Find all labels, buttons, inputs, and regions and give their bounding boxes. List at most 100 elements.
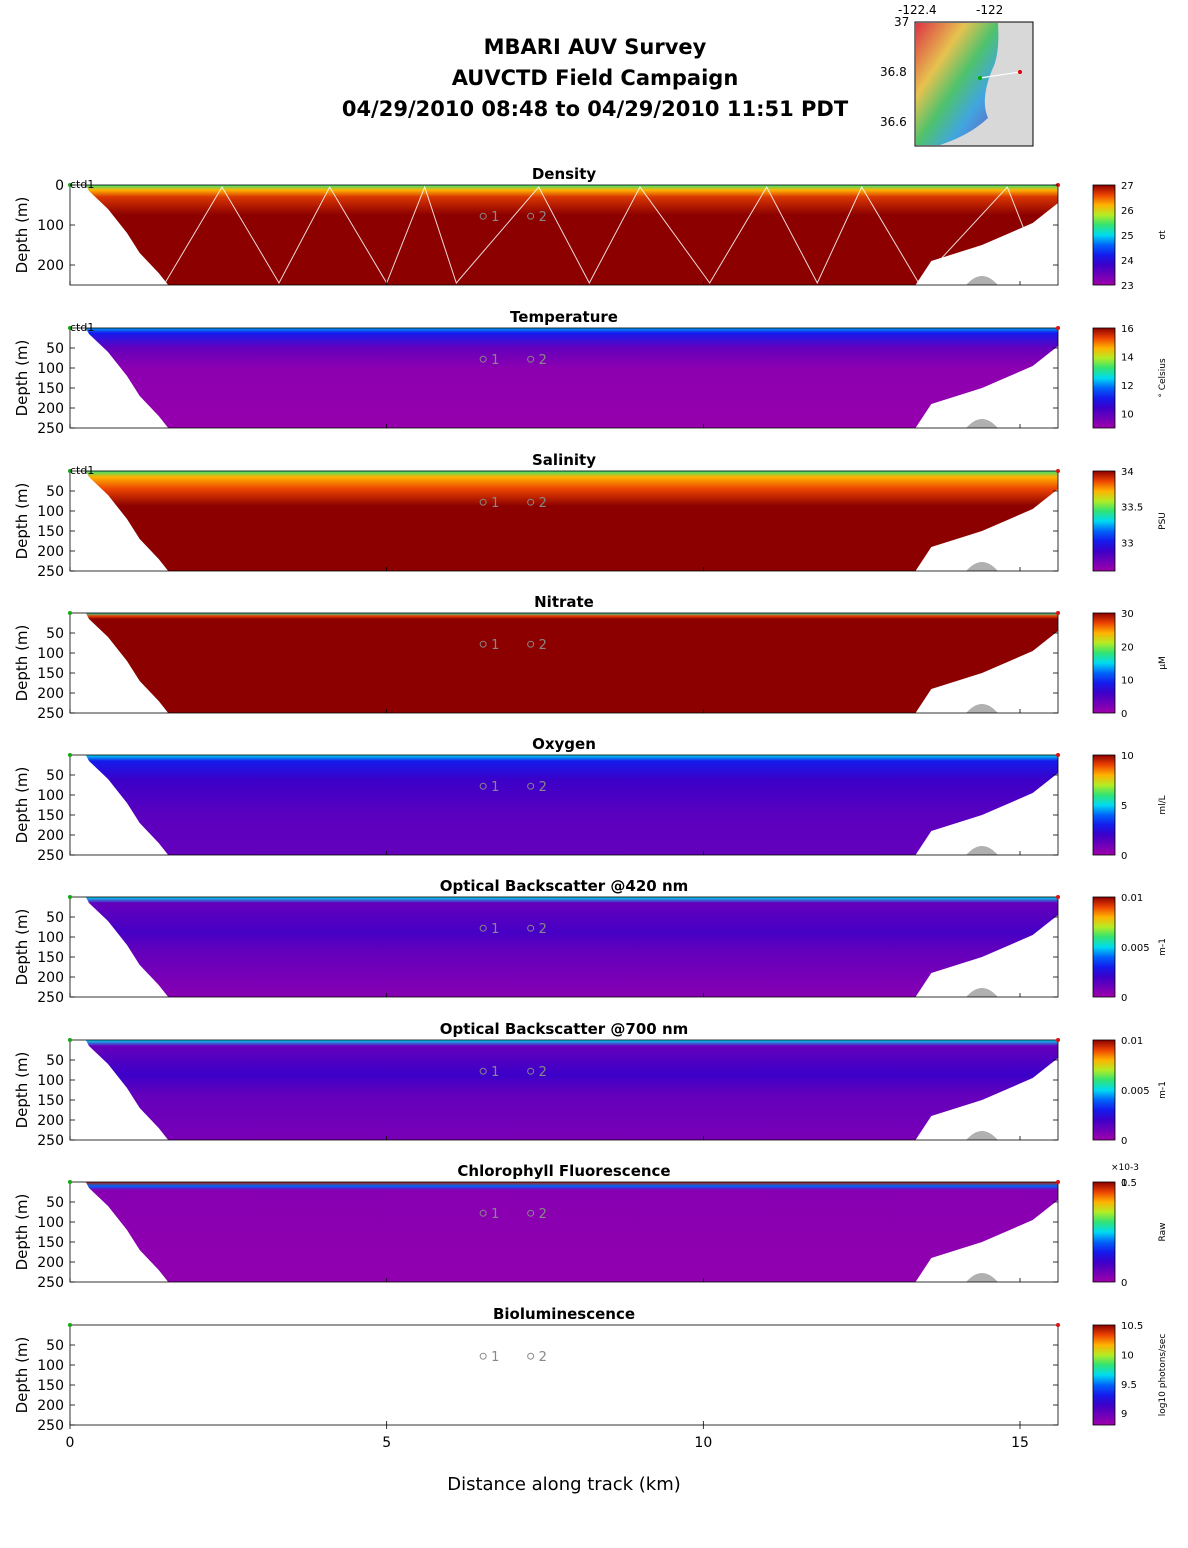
station-label: 1 [491, 780, 499, 795]
y-tick-label: 100 [37, 218, 64, 234]
y-tick-label: 150 [37, 950, 64, 966]
x-tick-label: 10 [694, 1435, 712, 1451]
station-label: 1 [491, 638, 499, 653]
y-tick-label: 200 [37, 970, 64, 986]
seafloor [966, 1131, 998, 1140]
y-tick-label: 150 [37, 666, 64, 682]
section-fill [85, 328, 1059, 428]
track-end-marker [1056, 895, 1060, 899]
y-axis-label: Depth (m) [13, 1194, 31, 1271]
y-tick-label: 50 [46, 341, 64, 357]
station-marker [479, 782, 487, 790]
section-fill [85, 897, 1059, 997]
title-line-3: 04/29/2010 08:48 to 04/29/2010 11:51 PDT [341, 97, 849, 121]
colorbar [1092, 1181, 1116, 1283]
y-tick-label: 200 [37, 1113, 64, 1129]
station-label: 2 [539, 922, 547, 937]
panel-title: Chlorophyll Fluorescence [457, 1162, 670, 1180]
panel-title: Optical Backscatter @420 nm [440, 877, 689, 895]
panel-title: Salinity [532, 451, 596, 469]
y-tick-label: 200 [37, 401, 64, 417]
colorbar-tick-label: 5 [1121, 801, 1127, 812]
station-marker [479, 1352, 487, 1360]
panel-title: Optical Backscatter @700 nm [440, 1020, 689, 1038]
y-tick-label: 50 [46, 768, 64, 784]
plot-frame [69, 184, 1059, 286]
inset-lon-tick-1: -122.4 [898, 3, 937, 17]
colorbar-tick-label: 0.5 [1121, 1178, 1137, 1189]
panel-6: Optical Backscatter @420 nm 50 100 150 200 25… [13, 877, 1168, 1006]
colorbar-tick-label: 9.5 [1121, 1380, 1137, 1391]
y-tick-label: 250 [37, 848, 64, 864]
colorbar-tick-label: 16 [1121, 324, 1134, 335]
colorbar-tick-label: 0 [1121, 709, 1127, 720]
y-tick-label: 150 [37, 1378, 64, 1394]
station-label: 1 [491, 1065, 499, 1080]
colorbar-tick-label: 9 [1121, 1409, 1127, 1420]
station-label: 1 [491, 1207, 499, 1222]
colorbar-tick-label: 12 [1121, 381, 1134, 392]
track-end-marker [1056, 469, 1060, 473]
y-tick-label: 50 [46, 484, 64, 500]
track-end-marker [1056, 611, 1060, 615]
y-tick-label: 200 [37, 544, 64, 560]
track-start-marker [68, 1038, 72, 1042]
y-tick-label: 50 [46, 1338, 64, 1354]
plot-frame [69, 1039, 1059, 1141]
colorbar-tick-label: 26 [1121, 206, 1134, 217]
station-marker [527, 498, 535, 506]
colorbar-tick-label: 0.01 [1121, 1036, 1143, 1047]
colorbar-tick-label: 14 [1121, 353, 1134, 364]
panel-title: Nitrate [534, 593, 594, 611]
inset-map-bathymetry [916, 23, 999, 145]
colorbar-tick-label: 23 [1121, 281, 1134, 292]
seafloor [966, 846, 998, 855]
colorbar-label: ml/L [1158, 795, 1168, 814]
station-marker [527, 924, 535, 932]
station-label: 2 [539, 496, 547, 511]
colorbar-tick-label: 0.01 [1121, 893, 1143, 904]
colorbar-label: ° Celsius [1158, 358, 1168, 398]
colorbar [1092, 470, 1116, 572]
panel-1: Density 0 100 200 Depth (m) ctd1 1 2 27 26 25 24 23 σ… [13, 165, 1168, 292]
station-marker [527, 1352, 535, 1360]
colorbar-label: σt [1158, 230, 1168, 240]
y-tick-label: 0 [55, 178, 64, 194]
section-fill [85, 1040, 1059, 1140]
seafloor [966, 276, 998, 285]
inset-map-start-marker [978, 76, 982, 80]
y-axis-label: Depth (m) [13, 197, 31, 274]
colorbar-tick-label: 30 [1121, 609, 1134, 620]
plot-frame [69, 327, 1059, 429]
y-tick-label: 200 [37, 686, 64, 702]
y-tick-label: 200 [37, 1255, 64, 1271]
colorbar-tick-label: 10 [1121, 676, 1134, 687]
y-axis-label: Depth (m) [13, 909, 31, 986]
track-end-marker [1056, 753, 1060, 757]
x-axis-label: Distance along track (km) [447, 1474, 681, 1495]
x-tick-label: 5 [382, 1435, 391, 1451]
colorbar-tick-label: 10.5 [1121, 1321, 1143, 1332]
inset-lat-tick-1: 37 [894, 15, 909, 29]
panel-title: Bioluminescence [493, 1305, 635, 1323]
panel-7: Optical Backscatter @700 nm 50 100 150 200 25… [13, 1020, 1168, 1149]
panel-3: Salinity 50 100 150 200 250 Depth (m) ctd1 1 2 34 3… [13, 451, 1168, 580]
colorbar [1092, 754, 1116, 856]
colorbar-label: m-1 [1158, 938, 1168, 956]
y-tick-label: 50 [46, 1053, 64, 1069]
colorbar-tick-label: 10 [1121, 751, 1134, 762]
y-tick-label: 250 [37, 1275, 64, 1291]
inset-lat-tick-2: 36.8 [880, 65, 907, 79]
colorbar-tick-label: 0 [1121, 851, 1127, 862]
track-label: ctd1 [70, 178, 94, 191]
colorbar-tick-label: 25 [1121, 231, 1134, 242]
y-tick-label: 50 [46, 626, 64, 642]
title-line-2: AUVCTD Field Campaign [451, 66, 739, 90]
station-marker [479, 1067, 487, 1075]
y-tick-label: 100 [37, 646, 64, 662]
colorbar-tick-label: 0 [1121, 993, 1127, 1004]
colorbar-tick-label: 10 [1121, 410, 1134, 421]
